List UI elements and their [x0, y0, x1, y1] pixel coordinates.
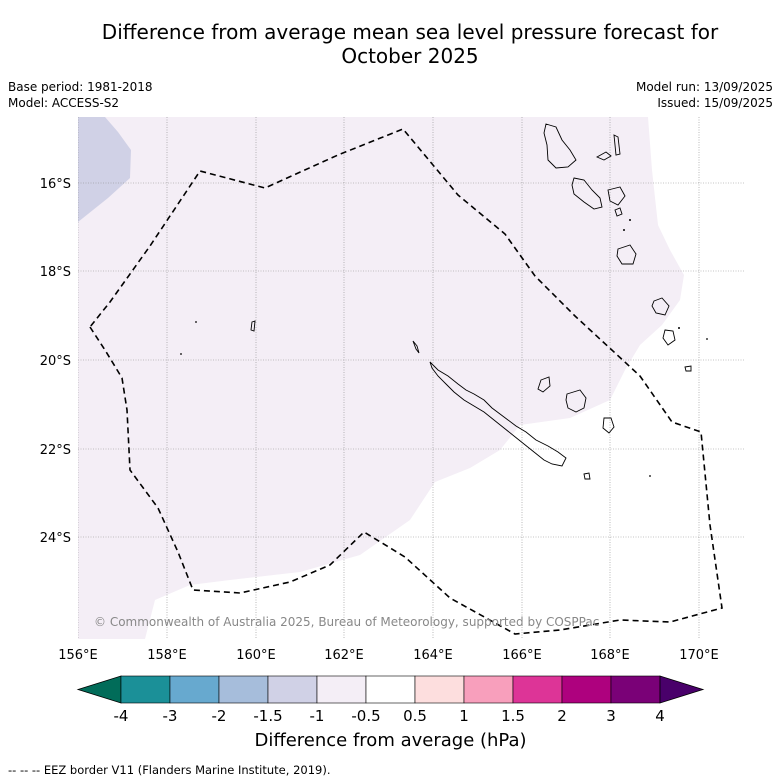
colorbar-under-arrow: [76, 675, 122, 704]
lat-labels: 16°S 18°S 20°S 22°S 24°S: [40, 177, 71, 546]
meta-left: Base period: 1981-2018 Model: ACCESS-S2: [8, 79, 153, 111]
efate-island: [616, 244, 637, 265]
colorbar-tick-label: -4: [114, 707, 129, 725]
colorbar-tick-label: 0.5: [403, 707, 427, 725]
new-caledonia-island: [429, 361, 567, 467]
colorbar-tick-label: 1.5: [501, 707, 525, 725]
aneityum-island: [684, 365, 692, 372]
lifou-island: [565, 389, 587, 413]
colorbar-swatch: [316, 675, 367, 704]
small-islet-4: [706, 338, 708, 340]
colorbar-swatch: [169, 675, 220, 704]
maewo-island: [613, 134, 621, 156]
lon-label-156e: 156°E: [58, 648, 98, 663]
small-islet-7: [678, 327, 680, 329]
colorbar-swatch: [267, 675, 318, 704]
eez-border: [89, 128, 723, 635]
chart-title: Difference from average mean sea level p…: [40, 20, 780, 68]
issued-date: Issued: 15/09/2025: [657, 96, 773, 110]
erromango-island: [651, 297, 670, 316]
colorbar-swatch: [561, 675, 612, 704]
lat-label-16s: 16°S: [40, 177, 71, 192]
epi-island: [614, 207, 623, 217]
pressure-band-light: [78, 117, 684, 639]
colorbar-tick-label: 3: [606, 707, 616, 725]
colorbar-swatch: [463, 675, 514, 704]
belep-islands: [412, 340, 420, 354]
colorbar-swatch: [218, 675, 269, 704]
lon-label-166e: 166°E: [502, 648, 542, 663]
ouvea-island: [537, 376, 551, 393]
ambae-island: [595, 151, 612, 161]
colorbar-tick-label: 4: [655, 707, 665, 725]
colorbar-tick-label: 2: [557, 707, 567, 725]
lon-label-160e: 160°E: [236, 648, 276, 663]
colorbar-tick-label: -3: [163, 707, 178, 725]
lat-label-22s: 22°S: [40, 443, 71, 458]
model-run: Model run: 13/09/2025: [635, 80, 773, 94]
colorbar-swatch: [365, 675, 416, 704]
lon-label-162e: 162°E: [324, 648, 364, 663]
small-islet-1: [195, 321, 197, 323]
lat-label-20s: 20°S: [40, 354, 71, 369]
eez-footnote: -- -- -- EEZ border V11 (Flanders Marine…: [8, 763, 331, 777]
lon-label-168e: 168°E: [590, 648, 630, 663]
lat-label-18s: 18°S: [40, 265, 71, 280]
colorbar-tick-label: -2: [212, 707, 227, 725]
lat-label-24s: 24°S: [40, 531, 71, 546]
espiritu-santo-island: [543, 123, 577, 169]
colorbar-tick-label: -1: [310, 707, 325, 725]
isle-of-pines: [583, 472, 591, 480]
mare-island: [602, 417, 615, 434]
small-island-west: [250, 320, 256, 332]
colorbar-tick-label: -1.5: [253, 707, 282, 725]
lon-label-164e: 164°E: [413, 648, 453, 663]
pentecost-island: [607, 186, 626, 206]
colorbar-swatch: [512, 675, 563, 704]
title-line-2: October 2025: [341, 44, 479, 68]
lon-label-158e: 158°E: [147, 648, 187, 663]
title-line-1: Difference from average mean sea level p…: [101, 20, 719, 44]
copyright-text: © Commonwealth of Australia 2025, Bureau…: [94, 615, 599, 629]
colorbar-over-arrow: [659, 675, 705, 704]
colorbar-title: Difference from average (hPa): [254, 730, 527, 751]
colorbar-swatch: [610, 675, 661, 704]
colorbar: -4 -3 -2 -1.5 -1 -0.5 0.5 1 1.5 2 3 4: [76, 675, 705, 725]
colorbar-swatch: [120, 675, 171, 704]
lon-labels: 156°E 158°E 160°E 162°E 164°E 166°E 168°…: [58, 648, 719, 663]
pressure-band-medium: [78, 117, 131, 222]
colorbar-tick-label: -0.5: [351, 707, 380, 725]
colorbar-tick-label: 1: [459, 707, 469, 725]
lon-label-170e: 170°E: [679, 648, 719, 663]
gridlines: [78, 117, 744, 639]
map-area: [78, 117, 744, 639]
tanna-island: [662, 329, 676, 346]
meta-right: Model run: 13/09/2025 Issued: 15/09/2025: [636, 79, 773, 111]
small-islet-5: [623, 229, 625, 231]
base-period: Base period: 1981-2018: [8, 80, 153, 94]
malekula-island: [571, 177, 603, 210]
colorbar-swatch: [414, 675, 465, 704]
small-islet-6: [629, 219, 631, 221]
small-islet-2: [180, 353, 182, 355]
small-islet-3: [649, 475, 651, 477]
model-name: Model: ACCESS-S2: [8, 96, 120, 110]
